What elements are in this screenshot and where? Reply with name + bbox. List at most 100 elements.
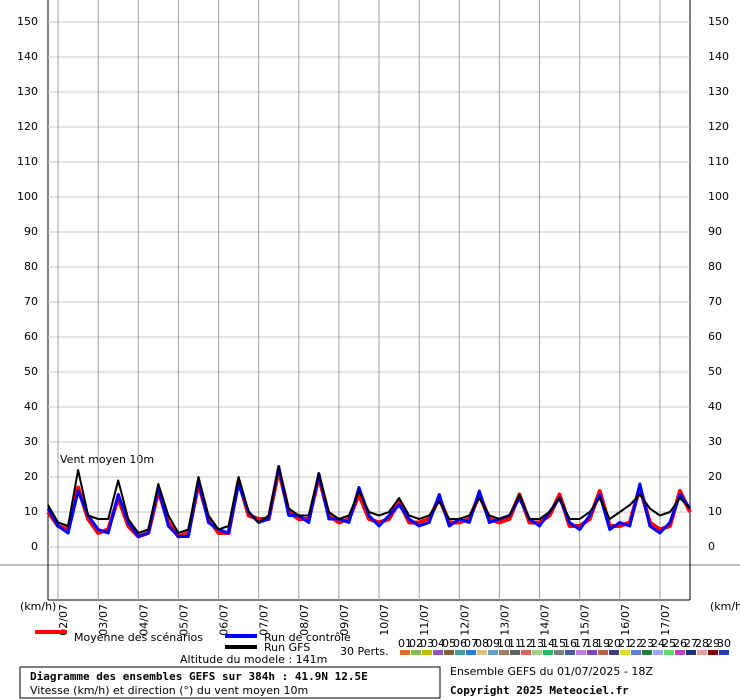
pert-label: 08 [475,637,489,650]
y-tick-label: 40 [24,400,38,413]
pert-label: 11 [508,637,522,650]
y-unit-right: (km/h) [710,600,740,613]
pert-label: 01 [398,637,412,650]
y-tick-label: 90 [24,225,38,238]
pert-label: 24 [651,637,665,650]
pert-label: 10 [497,637,511,650]
y-tick-label-right: 50 [708,365,722,378]
y-tick-label: 0 [31,540,38,553]
pert-swatch [697,650,707,655]
pert-label: 04 [431,637,445,650]
legend-label: Moyenne des scénarios [74,631,203,644]
pert-label: 13 [530,637,544,650]
annotation: Vent moyen 10m [60,453,154,466]
y-tick-label-right: 0 [708,540,715,553]
series-line [47,465,691,534]
y-tick-label-right: 40 [708,400,722,413]
y-tick-label: 150 [17,15,38,28]
copyright: Copyright 2025 Meteociel.fr [450,684,629,697]
altitude: Altitude du modele : 141m [180,653,327,666]
pert-label: 30 [717,637,731,650]
pert-label: 29 [706,637,720,650]
y-tick-label-right: 20 [708,470,722,483]
y-tick-label-right: 10 [708,505,722,518]
pert-swatch [631,650,641,655]
y-tick-label-right: 70 [708,295,722,308]
y-tick-label: 30 [24,435,38,448]
y-tick-label-right: 130 [708,85,729,98]
y-unit-left: (km/h) [20,600,56,613]
pert-swatch [532,650,542,655]
pert-swatch [598,650,608,655]
pert-swatch [686,650,696,655]
pert-swatch [477,650,487,655]
pert-swatch [488,650,498,655]
pert-label: 07 [464,637,478,650]
pert-swatch [653,650,663,655]
pert-swatch [521,650,531,655]
pert-swatch [411,650,421,655]
perts-label: 30 Perts. [340,645,389,658]
run-label: Ensemble GEFS du 01/07/2025 - 18Z [450,665,653,678]
y-tick-label: 60 [24,330,38,343]
y-tick-label-right: 60 [708,330,722,343]
legend-label: Run GFS [264,641,310,654]
pert-label: 03 [420,637,434,650]
pert-swatch [554,650,564,655]
y-tick-label-right: 110 [708,155,729,168]
pert-swatch [455,650,465,655]
y-tick-label: 70 [24,295,38,308]
pert-label: 21 [618,637,632,650]
pert-label: 25 [662,637,676,650]
y-tick-label: 130 [17,85,38,98]
title-box [19,666,441,699]
x-tick-label: 10/07 [378,604,391,636]
pert-label: 12 [519,637,533,650]
pert-swatch [565,650,575,655]
pert-label: 20 [607,637,621,650]
pert-swatch [400,650,410,655]
x-tick-label: 14/07 [539,604,552,636]
y-tick-label-right: 140 [708,50,729,63]
pert-swatch [543,650,553,655]
pert-swatch [664,650,674,655]
pert-swatch [576,650,586,655]
x-tick-label: 15/07 [579,604,592,636]
chart-title: Diagramme des ensembles GEFS sur 384h : … [30,670,368,683]
y-tick-label: 80 [24,260,38,273]
pert-label: 15 [552,637,566,650]
x-tick-label: 13/07 [498,604,511,636]
pert-label: 17 [574,637,588,650]
pert-swatch [466,650,476,655]
x-tick-label: 06/07 [218,604,231,636]
chart-subtitle: Vitesse (km/h) et direction (°) du vent … [30,684,308,697]
x-tick-label: 05/07 [177,604,190,636]
pert-label: 26 [673,637,687,650]
pert-label: 18 [585,637,599,650]
y-tick-label-right: 150 [708,15,729,28]
y-tick-label-right: 30 [708,435,722,448]
pert-label: 23 [640,637,654,650]
pert-label: 09 [486,637,500,650]
pert-swatch [422,650,432,655]
pert-swatch [620,650,630,655]
pert-label: 27 [684,637,698,650]
pert-swatch [587,650,597,655]
pert-label: 06 [453,637,467,650]
x-tick-label: 08/07 [298,604,311,636]
legend-label: Run de contrôle [264,631,351,644]
x-tick-label: 09/07 [338,604,351,636]
pert-swatch [719,650,729,655]
pert-label: 02 [409,637,423,650]
pert-label: 19 [596,637,610,650]
x-tick-label: 07/07 [258,604,271,636]
pert-label: 14 [541,637,555,650]
pert-label: 16 [563,637,577,650]
pert-swatch [642,650,652,655]
y-tick-label: 20 [24,470,38,483]
pert-swatch [433,650,443,655]
x-tick-label: 11/07 [418,604,431,636]
y-tick-label: 120 [17,120,38,133]
